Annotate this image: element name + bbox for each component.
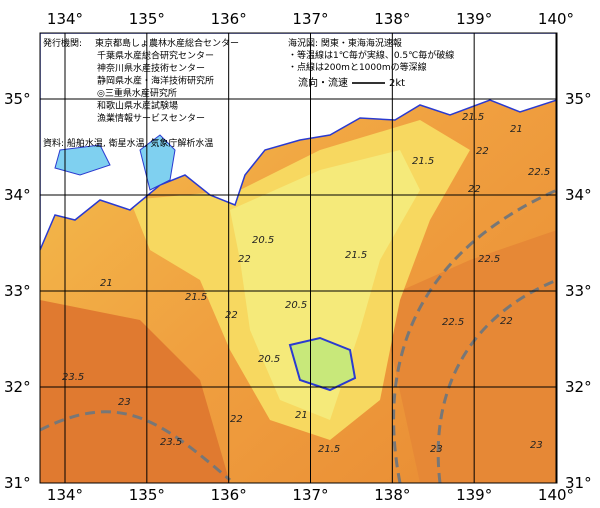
isotherm-label: 21 [510, 124, 523, 135]
isotherm-label: 23 [530, 440, 543, 451]
isotherm-label: 23 [118, 397, 131, 408]
current-path [40, 410, 231, 482]
isotherm-label: 20.5 [285, 300, 307, 311]
isotherm-label: 22 [230, 414, 243, 425]
isotherm-label: 21 [100, 278, 113, 289]
isotherm-label: 22 [238, 254, 251, 265]
isotherm-label: 23.5 [160, 437, 182, 448]
graticule [40, 33, 557, 483]
publisher-name: 静岡県水産・海洋技術研究所 [97, 75, 214, 87]
lon-label-top: 134° [47, 10, 83, 28]
lat-label-left: 35° [4, 90, 31, 108]
publisher-name: 東京都島しょ農林水産総合センター [95, 37, 239, 49]
isotherm-label: 23 [430, 444, 443, 455]
chart-info: 海況図: 関東・東海海況速報 ・等温線は1℃毎が実線、0.5℃毎が破線 ・点線は… [288, 37, 454, 89]
isotherm-label: 21.5 [185, 292, 207, 303]
chart-info-title: 海況図: 関東・東海海況速報 [288, 37, 402, 49]
lon-label-top: 135° [129, 10, 165, 28]
lon-label-top: 137° [292, 10, 328, 28]
publisher-heading: 発行機関: [43, 37, 82, 49]
isotherm-label: 21 [295, 410, 308, 421]
publisher-name: 和歌山県水産試験場 [97, 100, 178, 112]
land [40, 33, 557, 251]
current-legend-label: 流向・流速 [298, 76, 348, 89]
lon-label-top: 138° [374, 10, 410, 28]
lat-label-right: 32° [565, 378, 592, 396]
isotherm-label: 21.5 [345, 250, 367, 261]
isotherm-label: 22.5 [478, 254, 500, 265]
chart-info-note: ・等温線は1℃毎が実線、0.5℃毎が破線 [288, 49, 454, 61]
lon-label-bottom: 135° [129, 486, 165, 504]
isotherm-label: 22 [468, 184, 481, 195]
lon-label-bottom: 138° [374, 486, 410, 504]
lat-label-left: 31° [4, 474, 31, 492]
isotherm-label: 20.5 [258, 354, 280, 365]
isotherm-label: 21.5 [412, 156, 434, 167]
lat-label-left: 34° [4, 186, 31, 204]
isotherm-label: 22.5 [528, 167, 550, 178]
isotherm-label: 21.5 [462, 112, 484, 123]
isotherm-label: 22 [500, 316, 513, 327]
bay [54, 144, 111, 176]
isotherm-label: 20.5 [252, 235, 274, 246]
lon-label-top: 136° [211, 10, 247, 28]
isotherm-label: 22 [225, 310, 238, 321]
lat-label-left: 32° [4, 378, 31, 396]
current-path [436, 278, 557, 483]
isotherm-label: 21.5 [318, 444, 340, 455]
map-body: 21.52121.52222.52220.52121.52220.520.521… [40, 33, 557, 483]
cool-zone [230, 150, 420, 420]
publisher-name: ◎三重県水産研究所 [97, 87, 177, 99]
lat-label-right: 31° [565, 474, 592, 492]
publisher-block: 発行機関: 東京都島しょ農林水産総合センター千葉県水産総合研究センター神奈川県水… [43, 37, 239, 149]
coordinate-labels: 134° 134° 135° 135° 136° 136° 137° 137° 138° 138°… [4, 10, 592, 504]
current-path [392, 188, 557, 483]
publisher-name: 神奈川県水産技術センター [97, 62, 205, 74]
lon-label-top: 139° [456, 10, 492, 28]
lon-label-top: 140° [538, 10, 574, 28]
lat-label-right: 34° [565, 186, 592, 204]
lat-label-right: 33° [565, 282, 592, 300]
lon-label-bottom: 137° [292, 486, 328, 504]
isotherm-label: 22.5 [442, 317, 464, 328]
warm-zone [40, 300, 230, 483]
lat-label-right: 35° [565, 90, 592, 108]
publisher-name: 千葉県水産総合研究センター [97, 50, 214, 62]
lon-label-bottom: 140° [538, 486, 574, 504]
cold-patch [288, 336, 357, 392]
lon-label-bottom: 134° [47, 486, 83, 504]
isotherm-label: 22 [476, 146, 489, 157]
publisher-name: 漁業情報サービスセンター [97, 112, 205, 124]
warm-zone [380, 230, 557, 483]
current-legend-speed: 2kt [389, 78, 405, 89]
bay [139, 134, 176, 191]
isotherm-labels: 21.52121.52222.52220.52121.52220.520.521… [62, 112, 550, 455]
map-frame [39, 32, 558, 484]
sources: 資料: 船舶水温, 衛星水温, 気象庁解析水温 [43, 137, 213, 149]
lat-label-left: 33° [4, 282, 31, 300]
isotherm-label: 23.5 [62, 372, 84, 383]
chart-info-note: ・点線は200mと1000mの等深線 [288, 61, 427, 73]
lon-label-bottom: 139° [456, 486, 492, 504]
lon-label-bottom: 136° [211, 486, 247, 504]
